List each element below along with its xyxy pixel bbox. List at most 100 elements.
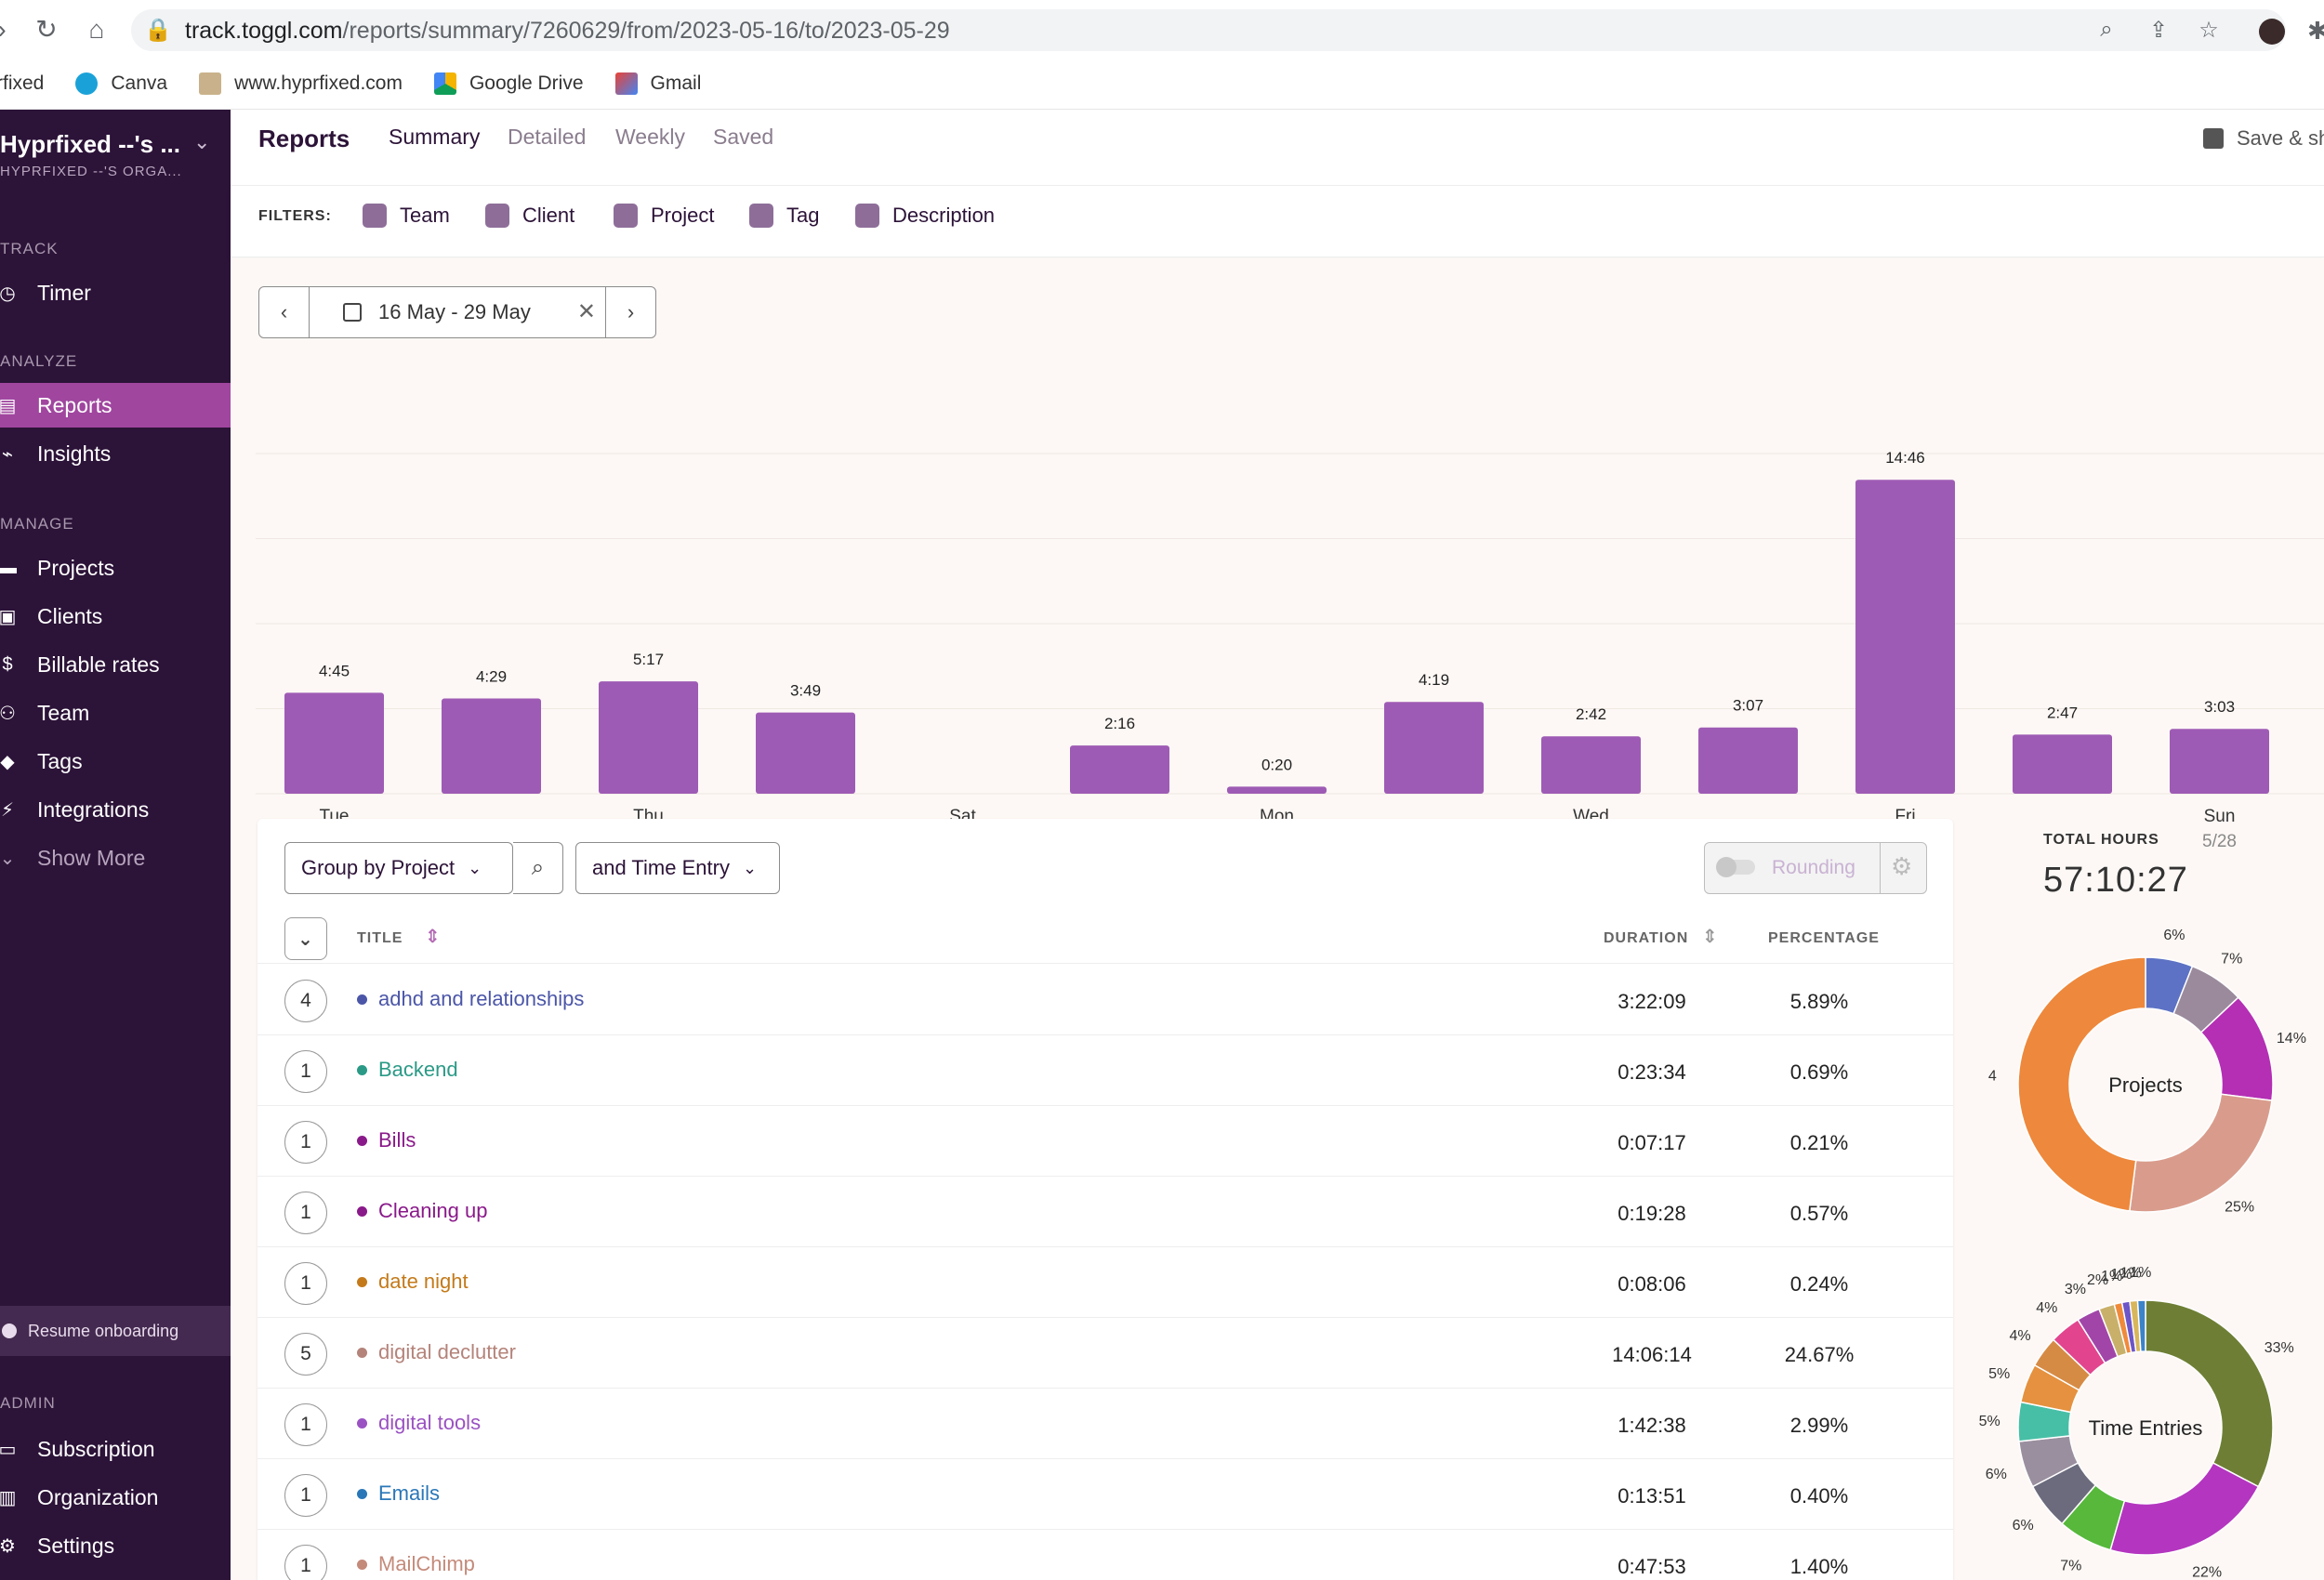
bookmark-item[interactable]: Google Drive: [433, 72, 584, 95]
donut-slice[interactable]: [2145, 1299, 2274, 1488]
table-row[interactable]: 1 date night 0:08:06 0.24%: [257, 1247, 1953, 1318]
table-row[interactable]: 1 MailChimp 0:47:53 1.40%: [257, 1530, 1953, 1580]
project-title[interactable]: adhd and relationships: [357, 987, 584, 1011]
donut-title: Projects: [2108, 1073, 2182, 1097]
project-title[interactable]: Bills: [357, 1128, 416, 1152]
entry-count[interactable]: 1: [284, 1545, 327, 1580]
share-icon[interactable]: ⇪: [2148, 18, 2169, 43]
next-period-button[interactable]: ›: [605, 287, 655, 337]
donut-slice[interactable]: [2109, 1462, 2260, 1556]
bar[interactable]: [2170, 729, 2269, 794]
filter-team[interactable]: Team: [363, 204, 450, 228]
column-duration[interactable]: DURATION: [1604, 930, 1689, 946]
reload-icon[interactable]: ↻: [35, 15, 58, 44]
entry-count[interactable]: 4: [284, 980, 327, 1022]
bar[interactable]: [442, 698, 541, 794]
table-row[interactable]: 1 Cleaning up 0:19:28 0.57%: [257, 1177, 1953, 1247]
sidebar-item-insights[interactable]: ⌁ Insights: [0, 431, 231, 476]
extensions-icon[interactable]: ✱: [2307, 17, 2324, 45]
filter-project[interactable]: Project: [614, 204, 714, 228]
filter-client[interactable]: Client: [485, 204, 574, 228]
column-title[interactable]: TITLE: [357, 930, 403, 946]
resume-onboarding-button[interactable]: Resume onboarding: [0, 1306, 231, 1356]
bookmark-item[interactable]: Gmail: [614, 72, 701, 95]
collapse-all-button[interactable]: ⌄: [284, 917, 327, 960]
project-title[interactable]: Backend: [357, 1058, 458, 1082]
project-title[interactable]: date night: [357, 1270, 469, 1294]
table-row[interactable]: 1 Emails 0:13:51 0.40%: [257, 1459, 1953, 1530]
project-title[interactable]: Cleaning up: [357, 1199, 487, 1223]
donut-slice[interactable]: [2136, 1299, 2146, 1352]
project-title[interactable]: digital declutter: [357, 1340, 516, 1364]
bar[interactable]: [284, 692, 384, 794]
bookmark-item[interactable]: www.hyprfixed.com: [199, 72, 403, 95]
group-by-dropdown[interactable]: Group by Project ⌄: [284, 842, 513, 894]
sidebar-item-timer[interactable]: ◷ Timer: [0, 270, 231, 315]
sidebar-item-billable-rates[interactable]: $ Billable rates: [0, 642, 231, 687]
url-text[interactable]: track.toggl.com/reports/summary/7260629/…: [185, 18, 950, 45]
sidebar-item-reports[interactable]: ▤ Reports: [0, 383, 231, 428]
tab-summary[interactable]: Summary: [389, 125, 481, 149]
bar[interactable]: [2013, 734, 2112, 794]
table-row[interactable]: 1 Bills 0:07:17 0.21%: [257, 1106, 1953, 1177]
tab-detailed[interactable]: Detailed: [508, 125, 587, 149]
bar[interactable]: [1384, 702, 1484, 794]
tab-saved[interactable]: Saved: [713, 125, 774, 149]
bar[interactable]: [756, 712, 855, 794]
search-button[interactable]: ⌕: [513, 842, 563, 894]
sort-icon[interactable]: ⇕: [425, 927, 442, 947]
zoom-icon[interactable]: ⌕: [2100, 17, 2113, 42]
sidebar-item-settings[interactable]: ⚙ Settings: [0, 1523, 231, 1568]
bar[interactable]: [1541, 736, 1641, 794]
forward-icon[interactable]: ›: [0, 13, 19, 46]
project-title[interactable]: digital tools: [357, 1411, 481, 1435]
home-icon[interactable]: ⌂: [88, 15, 105, 44]
star-icon[interactable]: ☆: [2199, 18, 2219, 43]
tab-weekly[interactable]: Weekly: [615, 125, 685, 149]
gear-icon[interactable]: ⚙: [1891, 852, 1913, 880]
sidebar-item-subscription[interactable]: ▭ Subscription: [0, 1427, 231, 1471]
entry-count[interactable]: 1: [284, 1403, 327, 1446]
sidebar-item-integrations[interactable]: ⚡ Integrations: [0, 787, 231, 832]
bar[interactable]: [1070, 745, 1169, 794]
entry-count[interactable]: 1: [284, 1121, 327, 1164]
profile-avatar[interactable]: [2259, 19, 2285, 45]
sidebar-item-organization[interactable]: ▥ Organization: [0, 1475, 231, 1520]
chevron-down-icon[interactable]: ⌄: [193, 130, 211, 153]
close-icon[interactable]: ✕: [576, 299, 596, 324]
sidebar-item-projects[interactable]: ▬ Projects: [0, 546, 231, 590]
entry-count[interactable]: 1: [284, 1192, 327, 1234]
table-row[interactable]: 5 digital declutter 14:06:14 24.67%: [257, 1318, 1953, 1389]
entry-count[interactable]: 1: [284, 1050, 327, 1093]
project-title[interactable]: Emails: [357, 1481, 440, 1506]
sidebar-item-show-more[interactable]: ⌄ Show More: [0, 836, 231, 880]
donut-slice[interactable]: [2017, 956, 2146, 1212]
workspace-name[interactable]: Hyprfixed --'s ...: [0, 130, 180, 158]
project-title[interactable]: MailChimp: [357, 1552, 475, 1576]
previous-period-button[interactable]: ‹: [259, 287, 310, 337]
sidebar-item-tags[interactable]: ◆ Tags: [0, 739, 231, 783]
sidebar-item-clients[interactable]: ▣ Clients: [0, 594, 231, 639]
donut-slice[interactable]: [2128, 1093, 2273, 1213]
entry-count[interactable]: 1: [284, 1474, 327, 1517]
bar[interactable]: [1698, 727, 1798, 794]
date-range-button[interactable]: 16 May - 29 May ✕: [310, 287, 605, 337]
and-by-dropdown[interactable]: and Time Entry ⌄: [575, 842, 780, 894]
table-row[interactable]: 4 adhd and relationships 3:22:09 5.89%: [257, 965, 1953, 1035]
rounding-toggle[interactable]: Rounding ⚙: [1704, 842, 1927, 894]
bar[interactable]: [599, 681, 698, 794]
address-bar[interactable]: 🔒 track.toggl.com/reports/summary/726062…: [131, 9, 2286, 51]
save-share-button[interactable]: Save & sh: [2203, 126, 2324, 151]
table-row[interactable]: 1 digital tools 1:42:38 2.99%: [257, 1389, 1953, 1459]
table-row[interactable]: 1 Backend 0:23:34 0.69%: [257, 1035, 1953, 1106]
sidebar-item-team[interactable]: ⚇ Team: [0, 691, 231, 735]
entry-count[interactable]: 5: [284, 1333, 327, 1376]
bar[interactable]: [1855, 480, 1955, 794]
bookmark-item[interactable]: Canva: [75, 72, 167, 95]
filter-description[interactable]: Description: [855, 204, 995, 228]
sort-icon[interactable]: ⇕: [1702, 927, 1719, 947]
filter-tag[interactable]: Tag: [749, 204, 819, 228]
entry-count[interactable]: 1: [284, 1262, 327, 1305]
bookmark-item[interactable]: rfixed: [0, 72, 44, 95]
bar[interactable]: [1227, 786, 1327, 794]
